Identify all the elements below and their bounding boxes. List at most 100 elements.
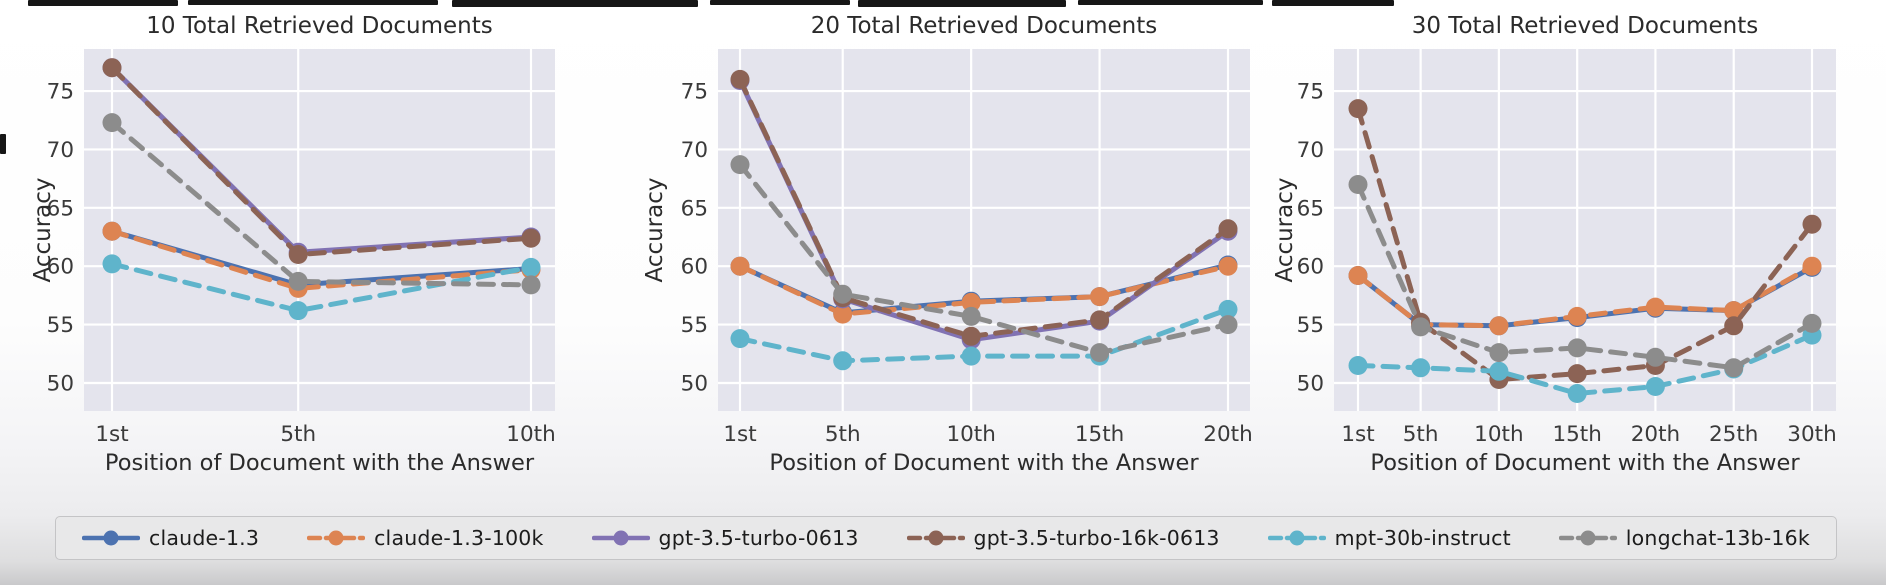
y-tick-label: 75 <box>1297 80 1324 105</box>
series-marker-gpt-3.5-turbo-16k-0613 <box>1802 214 1822 234</box>
plot-area <box>84 49 555 411</box>
series-marker-mpt-30b-instruct <box>1411 358 1431 378</box>
chart-10-docs: 10 Total Retrieved Documents 50 55 60 65 70 75… <box>30 13 556 476</box>
series-marker-claude-1.3-100k <box>1645 297 1665 317</box>
y-tick-label: 55 <box>681 313 708 338</box>
x-tick-label: 5th <box>280 422 316 447</box>
series-marker-gpt-3.5-turbo-16k-0613 <box>288 245 308 264</box>
series-marker-claude-1.3-100k <box>1489 316 1509 336</box>
legend-item-gpt-3.5-turbo-0613: gpt-3.5-turbo-0613 <box>591 526 859 550</box>
y-tick-label: 70 <box>1297 138 1324 163</box>
series-line-longchat-13b-16k <box>737 162 1231 356</box>
series-marker-mpt-30b-instruct <box>730 329 750 349</box>
x-tick-label: 1st <box>723 422 756 447</box>
y-tick-label: 65 <box>1297 196 1324 221</box>
series-marker-longchat-13b-16k <box>1567 338 1587 358</box>
series-line-longchat-13b-16k <box>109 120 534 288</box>
series-marker-longchat-13b-16k <box>1489 343 1509 363</box>
y-tick-label: 60 <box>681 255 708 280</box>
x-tick-label: 20th <box>1203 422 1252 447</box>
series-marker-longchat-13b-16k <box>288 271 308 291</box>
legend-label: gpt-3.5-turbo-0613 <box>658 526 859 550</box>
series-marker-mpt-30b-instruct <box>961 346 981 366</box>
legend-marker-mpt-30b-instruct <box>1267 530 1326 546</box>
series-marker-mpt-30b-instruct <box>1645 377 1665 396</box>
line-charts-figure: 10 Total Retrieved Documents 50 55 60 65 70 75… <box>30 13 1837 476</box>
y-axis-label: Accuracy <box>642 177 668 282</box>
y-tick-label: 55 <box>47 313 74 338</box>
legend-item-gpt-3.5-turbo-16k-0613: gpt-3.5-turbo-16k-0613 <box>906 526 1220 550</box>
chart-title: 30 Total Retrieved Documents <box>1412 13 1759 39</box>
series-marker-claude-1.3-100k <box>730 256 750 276</box>
series-marker-claude-1.3-100k <box>102 221 122 241</box>
figure-legend: claude-1.3 claude-1.3-100k gpt-3.5-turbo-0… <box>55 516 1837 560</box>
y-tick-label: 75 <box>681 80 708 105</box>
series-marker-longchat-13b-16k <box>102 113 122 133</box>
y-tick-label: 50 <box>681 371 708 396</box>
x-tick-label: 1st <box>95 422 128 447</box>
y-axis-label: Accuracy <box>30 177 56 282</box>
legend-label: gpt-3.5-turbo-16k-0613 <box>973 526 1220 550</box>
series-marker-gpt-3.5-turbo-16k-0613 <box>1348 99 1368 119</box>
series-marker-claude-1.3-100k <box>1218 256 1238 276</box>
series-marker-longchat-13b-16k <box>1411 317 1431 337</box>
y-axis-label: Accuracy <box>1272 177 1298 282</box>
series-marker-longchat-13b-16k <box>1218 315 1238 335</box>
series-marker-mpt-30b-instruct <box>1567 384 1587 403</box>
series-marker-mpt-30b-instruct <box>1218 299 1238 319</box>
series-marker-claude-1.3-100k <box>1090 287 1110 307</box>
series-marker-longchat-13b-16k <box>730 155 750 175</box>
series-marker-longchat-13b-16k <box>1802 313 1822 333</box>
x-tick-label: 15th <box>1552 422 1601 447</box>
y-tick-label: 60 <box>47 255 74 280</box>
legend-item-claude-1.3-100k: claude-1.3-100k <box>307 526 544 550</box>
legend-marker-longchat-13b-16k <box>1558 530 1617 546</box>
series-marker-longchat-13b-16k <box>1645 347 1665 367</box>
chart-30-docs: 30 Total Retrieved Documents 50 55 60 65 70 75… <box>1272 13 1837 476</box>
series-marker-claude-1.3-100k <box>833 304 853 324</box>
x-axis-label: Position of Document with the Answer <box>1370 450 1800 476</box>
series-marker-mpt-30b-instruct <box>521 257 541 277</box>
series-marker-longchat-13b-16k <box>1348 175 1368 194</box>
legend-label: mpt-30b-instruct <box>1334 526 1511 550</box>
legend-item-longchat-13b-16k: longchat-13b-16k <box>1558 526 1810 550</box>
legend-marker-gpt-3.5-turbo-16k-0613 <box>906 530 965 546</box>
x-tick-label: 10th <box>506 422 555 447</box>
legend-marker-gpt-3.5-turbo-0613 <box>591 530 650 546</box>
series-marker-mpt-30b-instruct <box>1348 356 1368 375</box>
y-tick-label: 70 <box>47 138 74 163</box>
x-tick-label: 10th <box>1474 422 1523 447</box>
series-marker-gpt-3.5-turbo-16k-0613 <box>102 58 122 78</box>
series-marker-mpt-30b-instruct <box>833 351 853 371</box>
x-axis-label: Position of Document with the Answer <box>769 450 1199 476</box>
series-marker-claude-1.3-100k <box>1802 256 1822 276</box>
y-tick-label: 65 <box>681 196 708 221</box>
x-tick-label: 10th <box>946 422 995 447</box>
series-marker-mpt-30b-instruct <box>288 301 308 321</box>
series-marker-claude-1.3-100k <box>1567 306 1587 326</box>
series-marker-gpt-3.5-turbo-16k-0613 <box>1218 219 1238 239</box>
series-marker-longchat-13b-16k <box>521 275 541 295</box>
x-tick-label: 5th <box>1403 422 1439 447</box>
chart-20-docs: 20 Total Retrieved Documents 50 55 60 65 70 75… <box>642 13 1253 476</box>
y-tick-label: 60 <box>1297 255 1324 280</box>
series-marker-longchat-13b-16k <box>1724 358 1744 378</box>
series-marker-mpt-30b-instruct <box>102 254 122 274</box>
x-tick-label: 30th <box>1787 422 1836 447</box>
plot-area <box>718 49 1250 411</box>
legend-item-mpt-30b-instruct: mpt-30b-instruct <box>1267 526 1511 550</box>
series-marker-claude-1.3-100k <box>961 292 981 312</box>
y-tick-label: 55 <box>1297 313 1324 338</box>
x-axis-label: Position of Document with the Answer <box>105 450 535 476</box>
y-tick-label: 70 <box>681 138 708 163</box>
series-marker-gpt-3.5-turbo-16k-0613 <box>1567 364 1587 384</box>
video-artifact-left-edge <box>0 134 6 154</box>
series-marker-claude-1.3-100k <box>1348 266 1368 285</box>
legend-item-claude-1.3: claude-1.3 <box>82 526 259 550</box>
x-tick-label: 1st <box>1341 422 1374 447</box>
series-marker-gpt-3.5-turbo-16k-0613 <box>521 228 541 248</box>
chart-title: 10 Total Retrieved Documents <box>146 13 493 39</box>
y-tick-label: 50 <box>47 371 74 396</box>
x-tick-label: 15th <box>1075 422 1124 447</box>
